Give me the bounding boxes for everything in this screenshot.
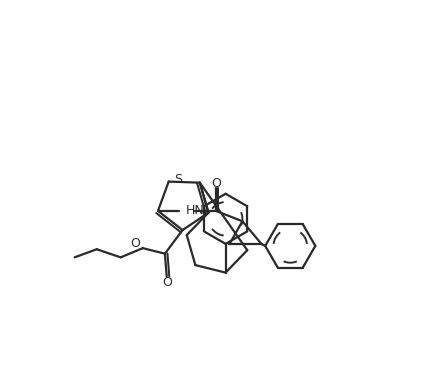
Text: O: O	[211, 177, 221, 190]
Text: HN: HN	[186, 205, 205, 217]
Text: O: O	[131, 237, 141, 250]
Text: S: S	[174, 173, 182, 186]
Text: O: O	[162, 276, 172, 289]
